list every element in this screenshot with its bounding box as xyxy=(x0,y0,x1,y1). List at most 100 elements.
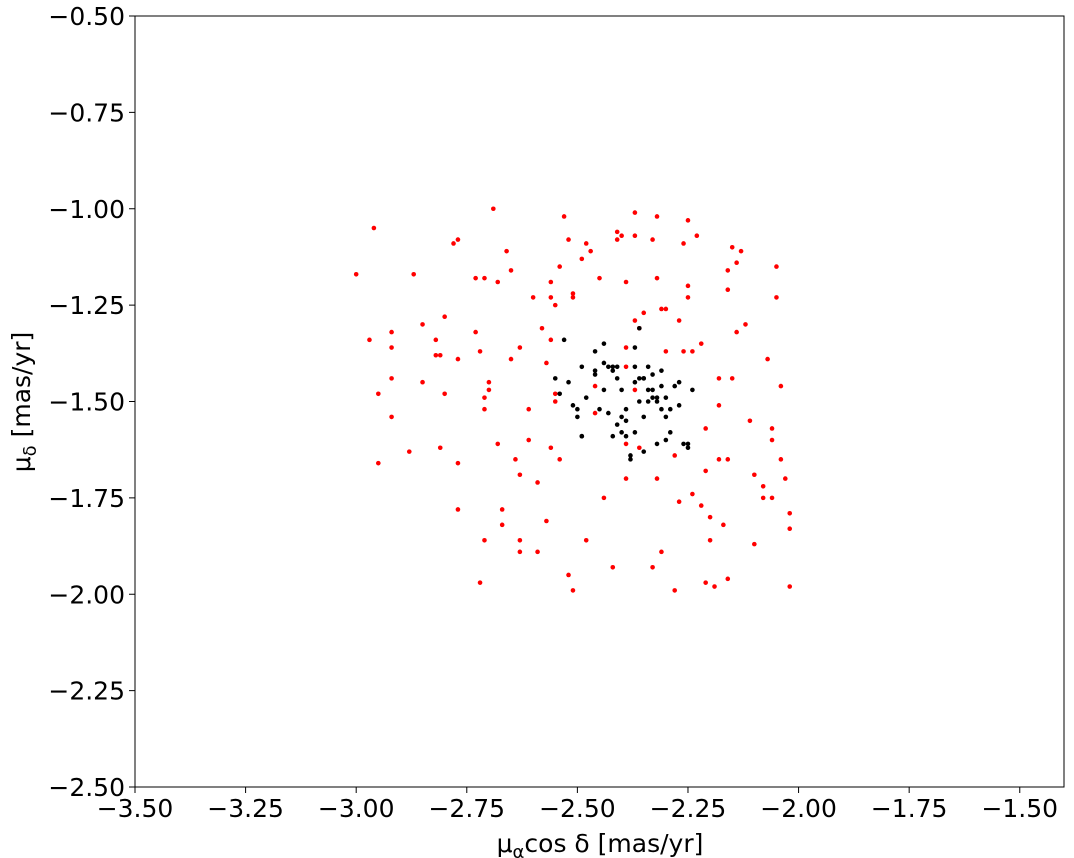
point xyxy=(420,379,425,385)
point xyxy=(420,322,425,327)
point xyxy=(508,268,514,273)
point xyxy=(752,541,757,547)
point xyxy=(455,237,461,242)
point xyxy=(685,295,691,300)
point xyxy=(570,588,576,593)
point xyxy=(477,580,483,585)
point xyxy=(637,325,642,331)
x-label-symbol: μ xyxy=(497,829,513,858)
point xyxy=(619,387,624,393)
point xyxy=(681,241,686,246)
point xyxy=(681,349,686,354)
point xyxy=(570,295,576,300)
point xyxy=(712,584,717,589)
y-tick-label: −1.00 xyxy=(48,195,125,224)
point xyxy=(641,310,647,316)
point xyxy=(614,229,620,235)
point xyxy=(579,433,585,439)
point xyxy=(641,376,647,381)
point xyxy=(672,453,678,458)
point xyxy=(499,522,505,528)
point xyxy=(482,275,487,281)
point xyxy=(451,241,456,246)
point xyxy=(482,537,487,543)
point xyxy=(610,564,616,570)
point xyxy=(530,295,536,300)
point xyxy=(778,383,784,389)
point xyxy=(552,391,558,397)
point xyxy=(583,241,589,246)
point xyxy=(659,383,664,389)
point xyxy=(526,437,532,443)
y-tick-label: −0.75 xyxy=(48,98,125,127)
point xyxy=(544,518,549,524)
point xyxy=(667,430,673,435)
point xyxy=(623,406,629,412)
point xyxy=(667,406,673,412)
point xyxy=(557,264,562,269)
point xyxy=(508,356,514,362)
x-tick-label: −1.50 xyxy=(981,794,1058,823)
point xyxy=(698,503,704,508)
point xyxy=(707,514,713,520)
point xyxy=(716,457,722,462)
point xyxy=(769,426,775,431)
point xyxy=(716,403,722,408)
point xyxy=(437,445,443,451)
point xyxy=(632,387,638,393)
y-axis-label: μδ [mas/yr] xyxy=(7,332,41,473)
point xyxy=(623,418,629,424)
point xyxy=(632,233,638,239)
point xyxy=(482,406,487,412)
point xyxy=(592,349,598,354)
y-tick-label: −1.75 xyxy=(48,484,125,513)
point xyxy=(729,376,735,381)
point xyxy=(681,441,686,447)
point xyxy=(690,491,695,497)
point xyxy=(526,406,532,412)
point xyxy=(473,329,478,335)
point xyxy=(787,526,793,532)
point xyxy=(482,395,487,400)
point xyxy=(760,484,766,489)
point xyxy=(583,537,589,543)
point xyxy=(628,453,633,458)
point xyxy=(637,399,642,404)
point xyxy=(685,445,691,451)
point xyxy=(610,368,616,373)
point xyxy=(743,322,748,327)
point xyxy=(729,245,735,250)
point xyxy=(703,426,708,431)
point xyxy=(690,387,695,393)
point xyxy=(760,495,766,501)
point xyxy=(491,206,496,212)
point xyxy=(632,345,638,350)
point xyxy=(685,218,691,223)
point xyxy=(406,449,412,454)
point xyxy=(707,537,713,543)
point xyxy=(535,480,540,485)
point xyxy=(592,410,598,416)
point xyxy=(734,329,739,335)
point xyxy=(437,352,443,358)
point xyxy=(619,430,624,435)
point xyxy=(632,318,638,323)
point xyxy=(455,356,461,362)
point xyxy=(557,391,562,397)
point xyxy=(769,495,775,501)
point xyxy=(676,403,682,408)
point xyxy=(583,395,589,400)
point xyxy=(698,341,704,346)
point xyxy=(663,395,669,400)
point xyxy=(650,387,655,393)
point xyxy=(676,379,682,385)
x-tick-label: −2.50 xyxy=(539,794,616,823)
point xyxy=(778,457,784,462)
point xyxy=(389,376,394,381)
point xyxy=(637,376,642,381)
point xyxy=(433,352,439,358)
point xyxy=(610,433,616,439)
x-tick-label: −2.75 xyxy=(428,794,505,823)
point xyxy=(654,399,660,404)
